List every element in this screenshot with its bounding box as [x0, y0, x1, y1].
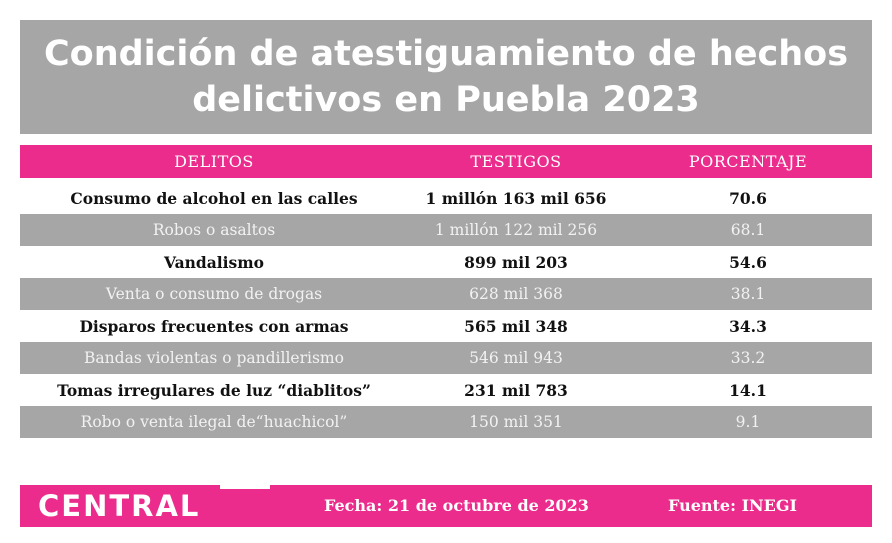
cell-porcentaje: 34.3	[729, 316, 767, 336]
cell-porcentaje: 54.6	[729, 252, 767, 272]
table-row: Consumo de alcohol en las calles 1 millón…	[20, 182, 872, 214]
footer-bar: CENTRAL Fecha: 21 de octubre de 2023 Fue…	[20, 485, 872, 527]
cell-porcentaje: 9.1	[735, 413, 761, 431]
table-row: Tomas irregulares de luz “diablitos” 231 …	[20, 374, 872, 406]
cell-testigos: 628 mil 368	[469, 285, 563, 303]
table-row: Disparos frecuentes con armas 565 mil 348…	[20, 310, 872, 342]
cell-delito: Disparos frecuentes con armas	[79, 316, 349, 336]
cell-porcentaje: 14.1	[729, 380, 767, 400]
cell-testigos: 899 mil 203	[464, 252, 568, 272]
cell-porcentaje: 33.2	[730, 349, 766, 367]
cell-delito: Bandas violentas o pandillerismo	[84, 349, 344, 367]
table-row: Robo o venta ilegal de“huachicol” 150 mil…	[20, 406, 872, 438]
table-row: Vandalismo 899 mil 203 54.6	[20, 246, 872, 278]
table-row: Robos o asaltos 1 millón 122 mil 256 68.1	[20, 214, 872, 246]
central-logo: CENTRAL	[38, 489, 201, 523]
cell-delito: Venta o consumo de drogas	[105, 285, 323, 303]
footer-date: Fecha: 21 de octubre de 2023	[324, 496, 589, 515]
title-line-2: delictivos en Puebla 2023	[192, 80, 700, 120]
cell-delito: Robo o venta ilegal de“huachicol”	[80, 413, 348, 431]
cell-testigos: 1 millón 163 mil 656	[425, 188, 607, 208]
table-row: Bandas violentas o pandillerismo 546 mil …	[20, 342, 872, 374]
cell-porcentaje: 70.6	[729, 188, 767, 208]
cell-porcentaje: 68.1	[730, 221, 766, 239]
cell-testigos: 1 millón 122 mil 256	[434, 221, 598, 239]
header-testigos: TESTIGOS	[470, 152, 562, 171]
cell-delito: Robos o asaltos	[152, 221, 276, 239]
table-row: Venta o consumo de drogas 628 mil 368 38.1	[20, 278, 872, 310]
footer-source: Fuente: INEGI	[668, 496, 798, 515]
cell-testigos: 231 mil 783	[464, 380, 568, 400]
header-delitos: DELITOS	[174, 152, 254, 171]
data-table: DELITOS TESTIGOS PORCENTAJE Consumo de a…	[20, 145, 872, 438]
cell-delito: Tomas irregulares de luz “diablitos”	[57, 380, 371, 400]
cell-delito: Consumo de alcohol en las calles	[70, 188, 358, 208]
cell-delito: Vandalismo	[163, 252, 265, 272]
table-header-row: DELITOS TESTIGOS PORCENTAJE	[20, 145, 872, 178]
title-banner: Condición de atestiguamiento de hechos d…	[20, 20, 872, 134]
cell-testigos: 565 mil 348	[464, 316, 568, 336]
cell-testigos: 150 mil 351	[469, 413, 563, 431]
header-porcentaje: PORCENTAJE	[688, 152, 808, 171]
footer-notch	[220, 485, 270, 489]
cell-testigos: 546 mil 943	[469, 349, 563, 367]
table-body: Consumo de alcohol en las calles 1 millón…	[20, 182, 872, 438]
title-line-1: Condición de atestiguamiento de hechos	[43, 34, 849, 74]
cell-porcentaje: 38.1	[730, 285, 766, 303]
